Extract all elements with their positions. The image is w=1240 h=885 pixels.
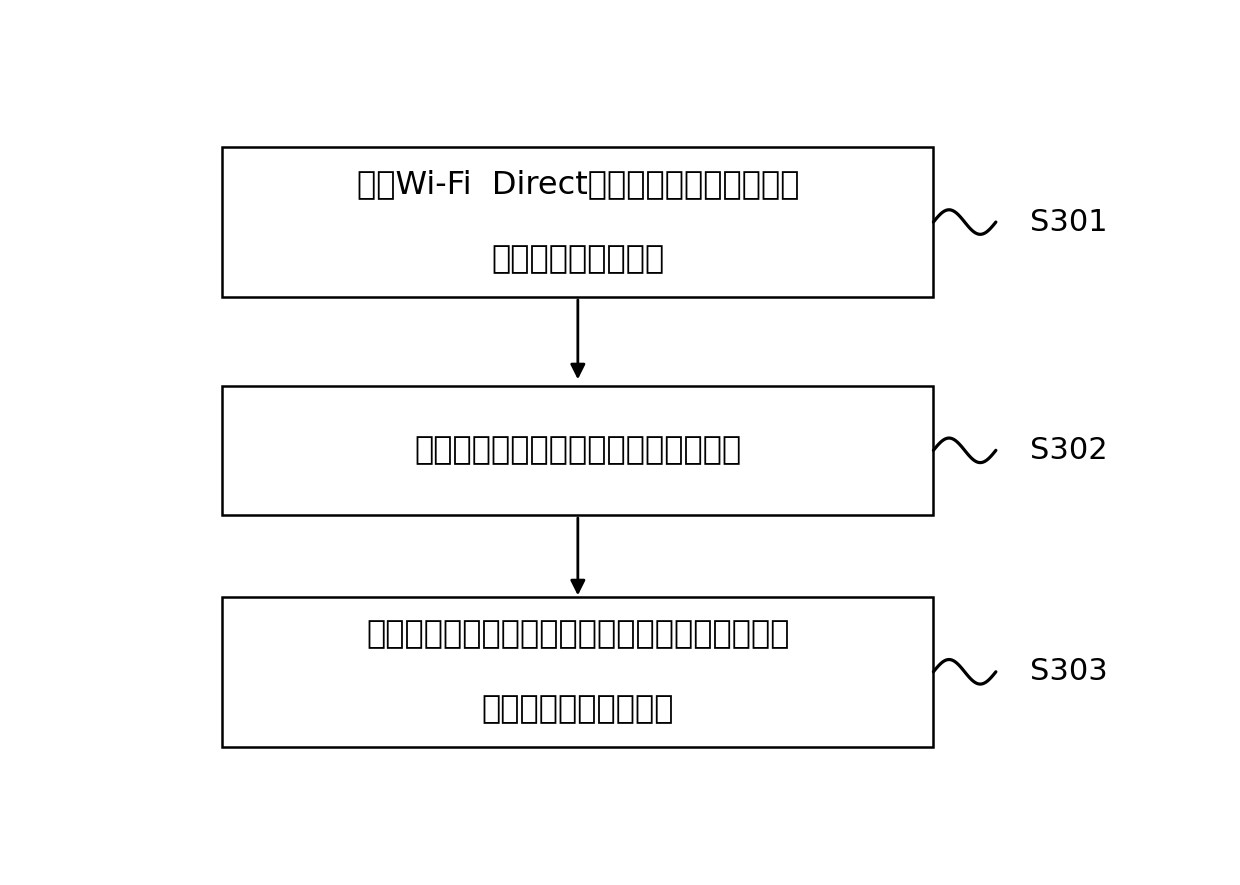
Bar	[222, 147, 934, 297]
Text: S303: S303	[1029, 658, 1107, 686]
Bar	[222, 386, 934, 515]
Text: 络连接信息对应的网络: 络连接信息对应的网络	[481, 694, 675, 725]
Text: 设备间的点对点连接: 设备间的点对点连接	[491, 244, 665, 275]
Bar	[222, 596, 934, 747]
Text: 接收屏幕投放设备返回的网络连接信息，并连接网: 接收屏幕投放设备返回的网络连接信息，并连接网	[366, 619, 790, 650]
Text: S302: S302	[1029, 435, 1107, 465]
Text: S301: S301	[1029, 208, 1107, 236]
Text: 通过Wi-Fi  Direct技术与屏幕投放设备建立: 通过Wi-Fi Direct技术与屏幕投放设备建立	[357, 169, 799, 200]
Text: 向屏幕投放设备发送连接信息获取请求: 向屏幕投放设备发送连接信息获取请求	[414, 435, 742, 466]
